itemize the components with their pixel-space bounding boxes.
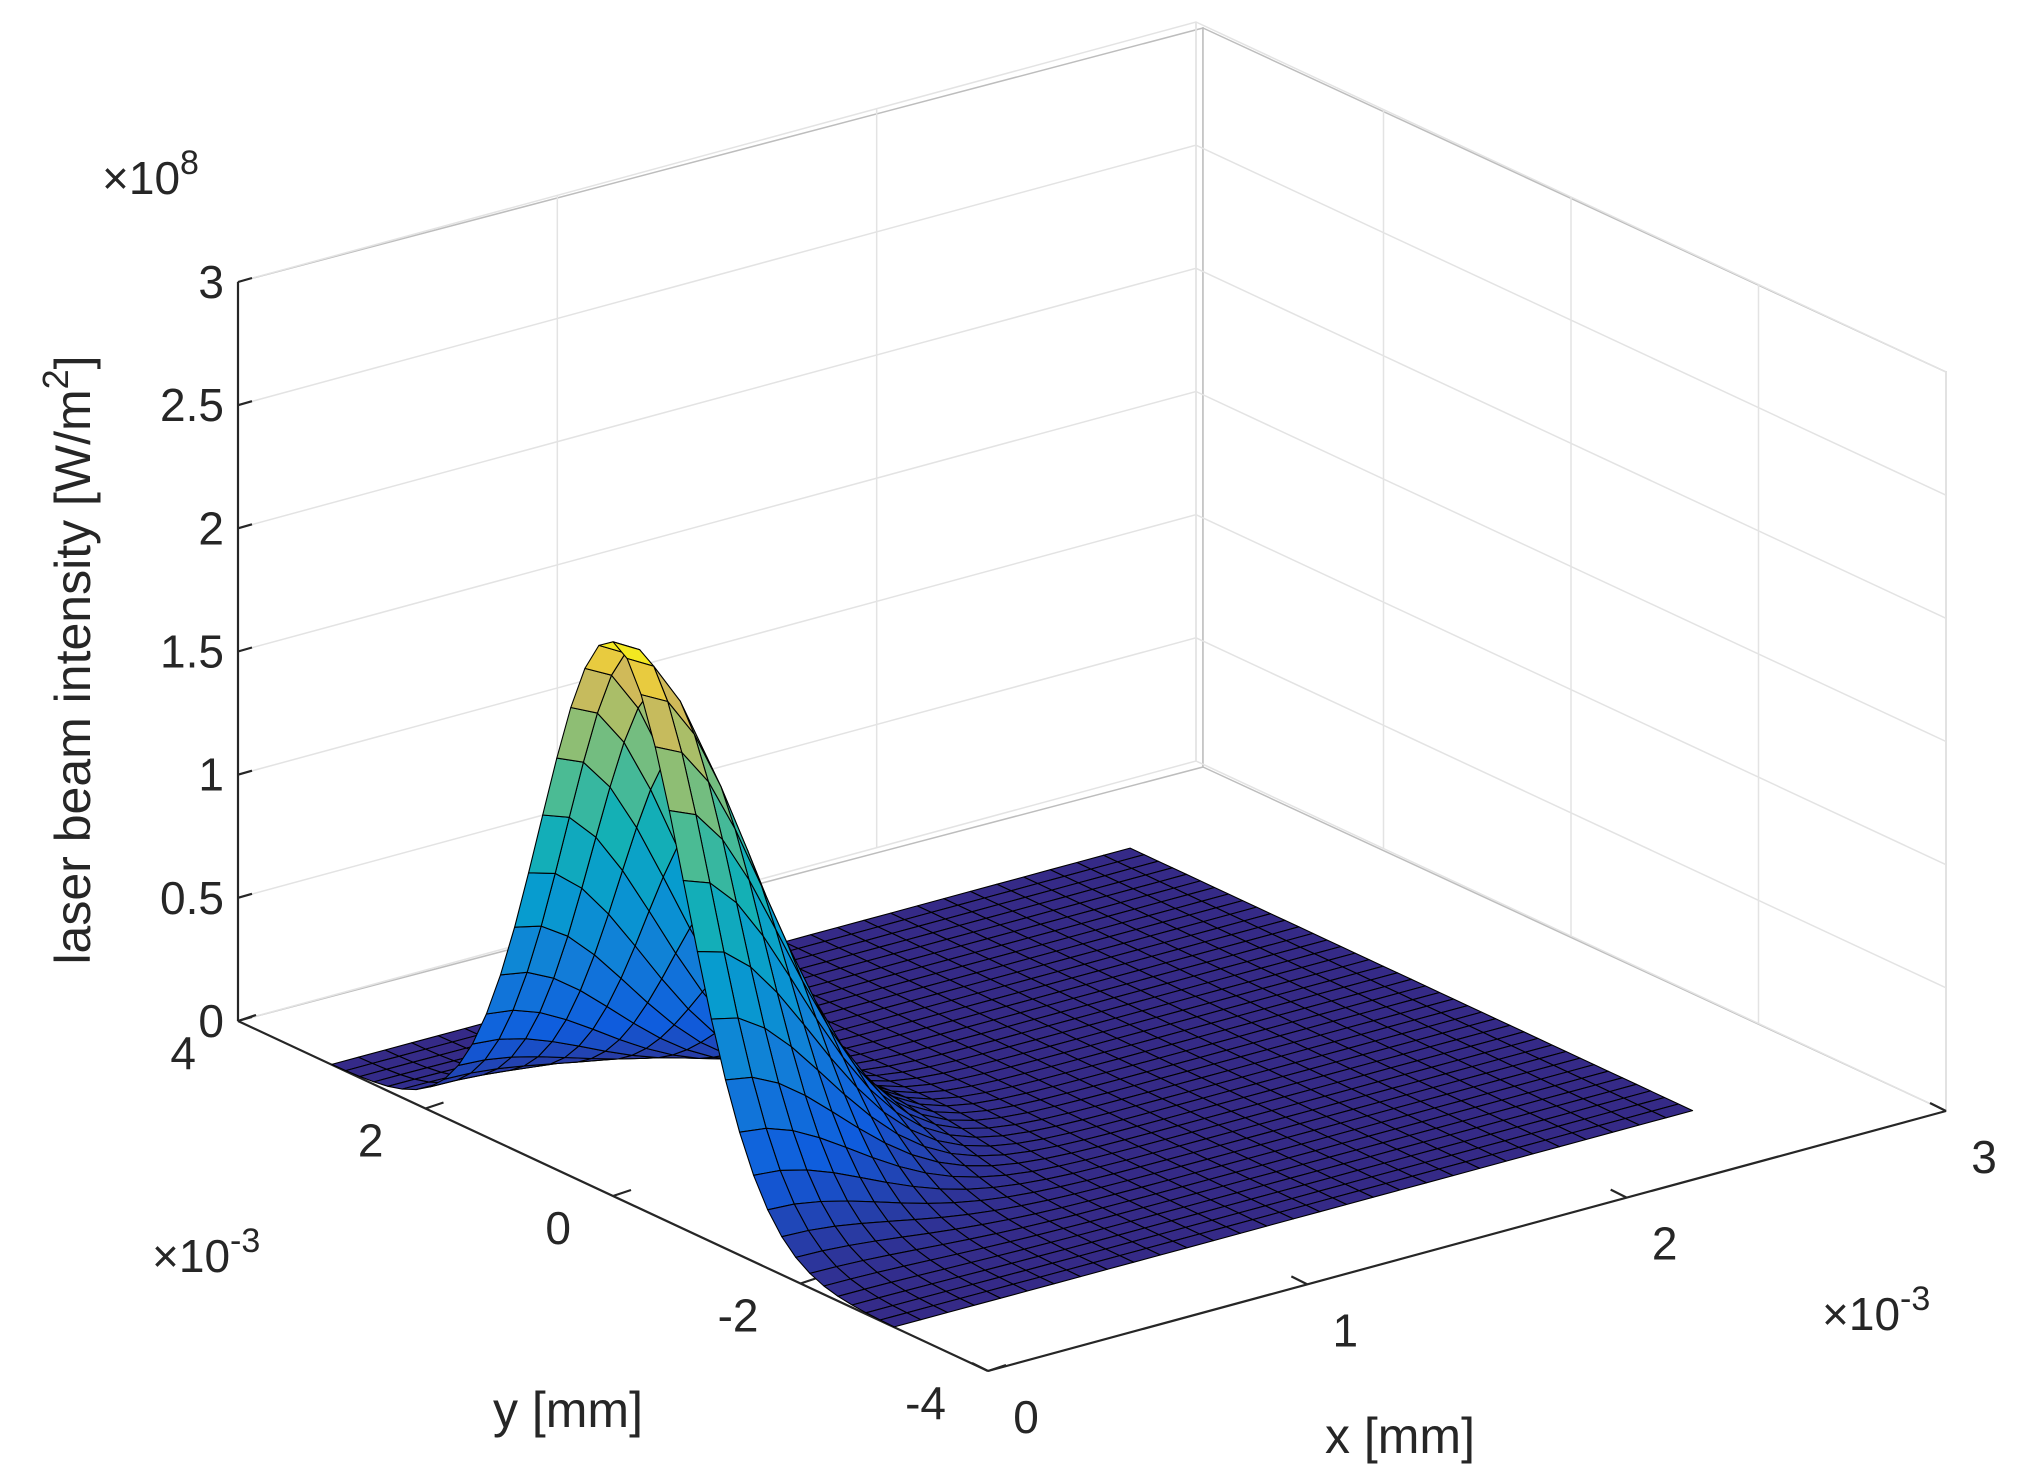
z-tick-mark [237, 1015, 253, 1023]
z-tick-mark [237, 892, 253, 899]
y-axis-label: y [mm] [493, 1382, 643, 1438]
y-tick-label: 0 [545, 1202, 571, 1254]
y-tick-mark [987, 1363, 1007, 1373]
z-tick-label: 1.5 [160, 626, 224, 678]
z-tick-label: 0 [198, 995, 224, 1047]
y-tick-label: -2 [718, 1290, 759, 1342]
z-tick-mark [237, 276, 253, 284]
y-tick-mark [425, 1101, 444, 1110]
x-axis-label: x [mm] [1325, 1408, 1475, 1464]
y-exponent-label: ×10-3 [152, 1222, 260, 1282]
x-tick-mark [1290, 1275, 1308, 1286]
surface-patch [879, 1312, 922, 1328]
surface-mesh [331, 641, 1694, 1328]
back-walls [237, 26, 1947, 1113]
x-tick-label: 0 [1013, 1391, 1039, 1443]
z-axis-label: laser beam intensity [W/m2] [35, 355, 101, 964]
x-tick-mark [1929, 1102, 1947, 1112]
z-exponent-label: ×108 [102, 144, 199, 204]
z-tick-label: 2.5 [160, 379, 224, 431]
z-tick-label: 0.5 [160, 872, 224, 924]
y-tick-label: 2 [358, 1115, 384, 1167]
y-tick-mark [612, 1188, 632, 1198]
x-axis-line [987, 1109, 1947, 1373]
z-tick-mark [237, 400, 253, 407]
axes [236, 276, 1947, 1373]
x-tick-label: 3 [1971, 1131, 1997, 1183]
x-exponent-label: ×10-3 [1822, 1280, 1930, 1340]
x-tick-mark [971, 1362, 989, 1372]
x-tick-label: 1 [1333, 1304, 1359, 1356]
z-tick-mark [237, 646, 253, 653]
x-tick-label: 2 [1652, 1218, 1678, 1270]
y-tick-label: 4 [170, 1027, 196, 1079]
z-tick-mark [237, 523, 253, 530]
z-tick-label: 3 [198, 256, 224, 308]
x-tick-mark [1610, 1188, 1628, 1199]
y-tick-label: -4 [905, 1377, 946, 1429]
z-tick-label: 2 [198, 502, 224, 554]
z-tick-label: 1 [198, 749, 224, 801]
z-tick-mark [237, 769, 253, 776]
